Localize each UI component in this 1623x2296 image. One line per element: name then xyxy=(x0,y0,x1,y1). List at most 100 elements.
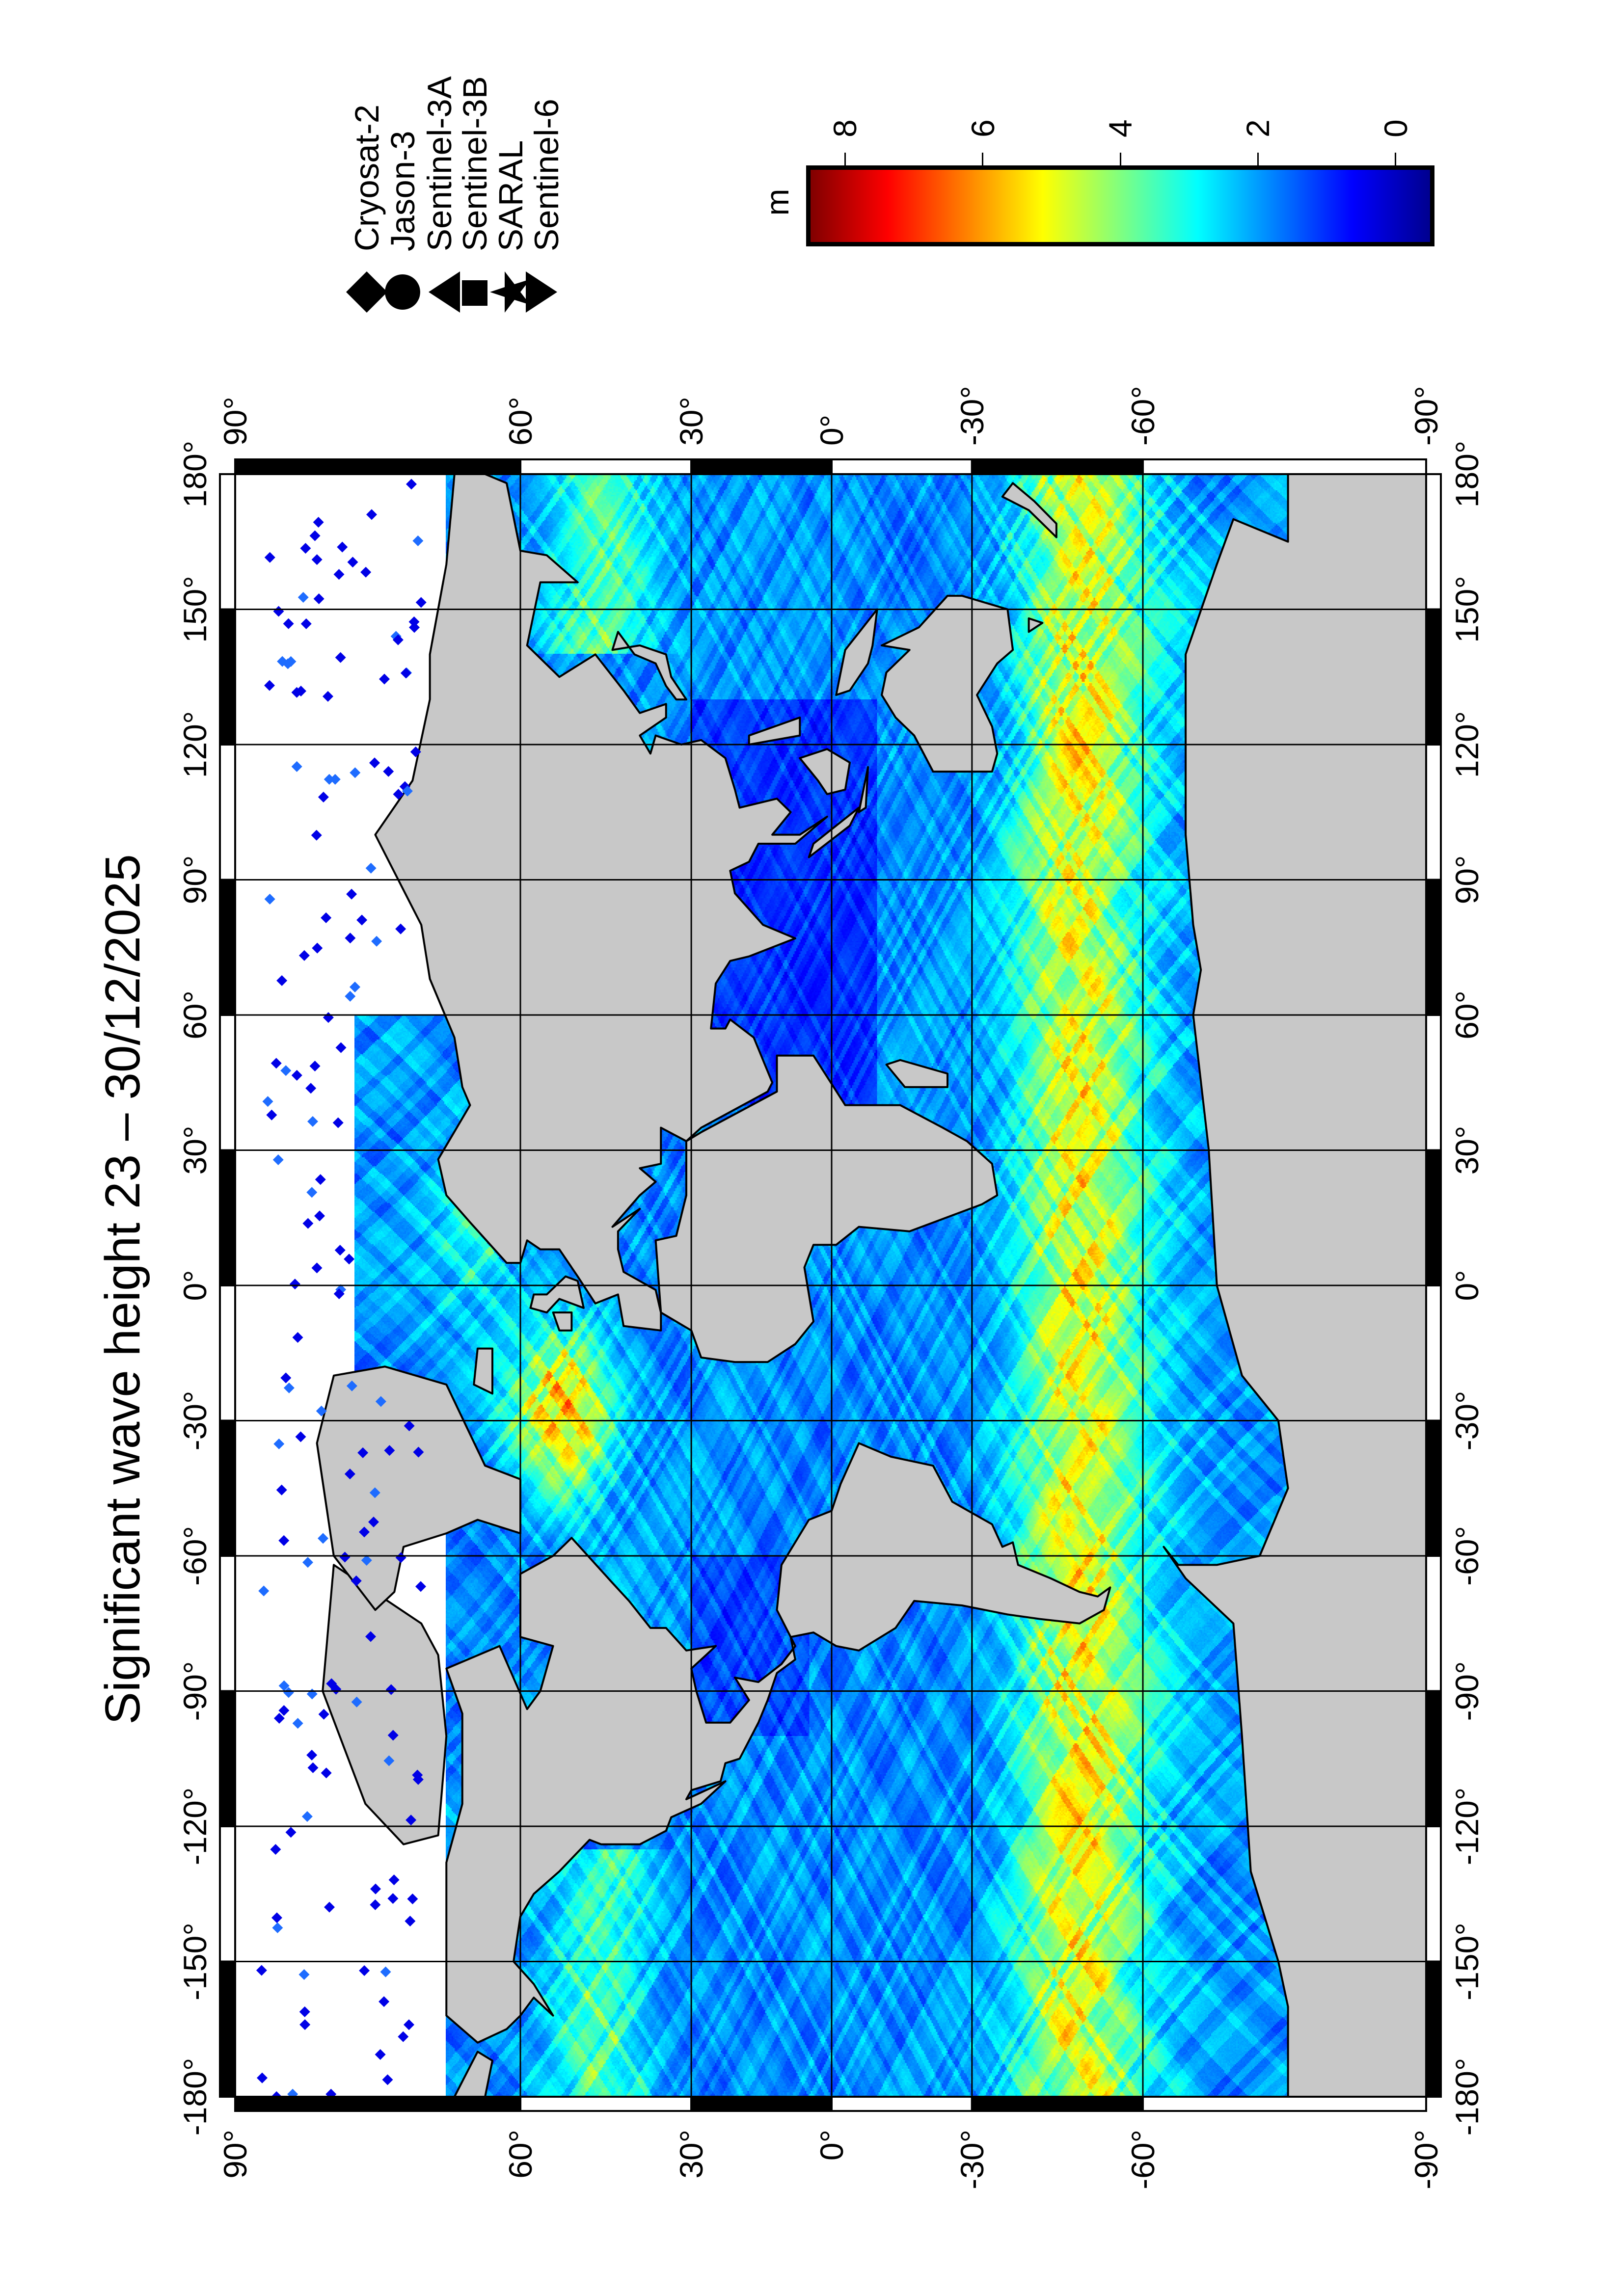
arctic-observation-point xyxy=(289,1279,300,1290)
arctic-observation-point xyxy=(326,1678,337,1689)
arctic-observation-point xyxy=(384,1445,395,1456)
arctic-observation-point xyxy=(359,1965,370,1976)
arctic-observation-point xyxy=(295,1431,306,1442)
arctic-observation-point xyxy=(283,618,294,629)
lon-label-bottom: 180° xyxy=(1449,440,1485,508)
arctic-observation-point xyxy=(415,597,427,608)
arctic-observation-point xyxy=(316,1405,327,1416)
frame-segment-bottom xyxy=(1425,1419,1442,1557)
lon-label-top: -90° xyxy=(177,1661,213,1721)
frame-segment-top xyxy=(219,1690,236,1827)
frame-segment-top xyxy=(219,1419,236,1557)
arctic-observation-point xyxy=(292,1332,303,1343)
frame-segment-bottom xyxy=(1425,608,1442,746)
arctic-observation-point xyxy=(283,1382,295,1393)
land-borneo xyxy=(799,748,851,795)
lat-label-left: -60° xyxy=(1124,2130,1161,2189)
arctic-observation-point xyxy=(332,1117,344,1128)
arctic-observation-point xyxy=(413,1446,424,1458)
arctic-observation-point xyxy=(280,1372,292,1384)
arctic-observation-point xyxy=(395,923,406,934)
lon-label-top: 0° xyxy=(177,1270,213,1301)
lon-label-bottom: -60° xyxy=(1449,1526,1485,1586)
arctic-observation-point xyxy=(318,792,329,803)
arctic-observation-point xyxy=(345,933,356,944)
lon-label-top: 60° xyxy=(177,990,213,1040)
land-java xyxy=(858,766,869,813)
star-icon xyxy=(490,271,531,313)
arctic-observation-point xyxy=(398,2031,409,2042)
arctic-observation-point xyxy=(287,2088,298,2097)
lat-label-left: -30° xyxy=(953,2130,990,2189)
lon-label-bottom: 90° xyxy=(1449,855,1485,905)
arctic-observation-point xyxy=(407,1893,418,1904)
arctic-observation-point xyxy=(285,656,297,667)
frame-segment-bottom xyxy=(1425,1284,1442,1422)
colorbar-tick-label: 6 xyxy=(964,119,1001,137)
arctic-observation-point xyxy=(266,1109,277,1121)
diamond-icon xyxy=(346,271,387,313)
arctic-observation-point xyxy=(415,1581,427,1592)
arctic-observation-point xyxy=(299,2006,310,2017)
frame-segment-right xyxy=(234,458,522,475)
arctic-observation-point xyxy=(371,935,382,947)
colorbar-tick-mark xyxy=(1257,153,1259,165)
frame-segment-bottom xyxy=(1425,879,1442,1016)
arctic-observation-point xyxy=(412,535,424,546)
frame-segment-bottom xyxy=(1425,1014,1442,1151)
frame-segment-bottom xyxy=(1425,1690,1442,1827)
arctic-observation-point xyxy=(305,1083,317,1094)
legend-label: Sentinel-3A xyxy=(421,76,459,251)
colorbar-tick-label: 4 xyxy=(1102,119,1138,137)
arctic-observation-point xyxy=(258,1585,270,1597)
land-north-america xyxy=(445,1537,796,2044)
arctic-observation-point xyxy=(335,1284,347,1295)
arctic-observation-point xyxy=(271,1912,282,1923)
land-tasmania xyxy=(1028,617,1044,633)
arctic-observation-point xyxy=(347,557,358,568)
arctic-observation-point xyxy=(277,656,288,667)
arctic-observation-point xyxy=(409,622,420,633)
frame-segment-bottom xyxy=(1425,1555,1442,1692)
legend-label: Sentinel-3B xyxy=(456,76,494,251)
lon-label-bottom: -120° xyxy=(1449,1787,1485,1866)
lon-label-bottom: -150° xyxy=(1449,1922,1485,2001)
frame-segment-left xyxy=(234,2096,522,2112)
lon-label-top: 90° xyxy=(177,855,213,905)
arctic-observation-point xyxy=(299,2019,311,2030)
frame-segment-right xyxy=(971,458,1144,475)
frame-segment-right xyxy=(1141,458,1427,475)
frame-segment-top xyxy=(219,1555,236,1692)
colorbar xyxy=(806,165,1434,246)
arctic-observation-point xyxy=(344,1468,355,1480)
arctic-observation-point xyxy=(280,1065,292,1076)
arctic-observation-point xyxy=(351,1575,362,1586)
arctic-observation-point xyxy=(345,990,356,1002)
arctic-observation-point xyxy=(311,1262,323,1274)
lon-label-top: -30° xyxy=(177,1390,213,1451)
arctic-observation-point xyxy=(302,1557,314,1568)
arctic-observation-point xyxy=(392,634,404,645)
frame-segment-top xyxy=(219,744,236,881)
arctic-observation-point xyxy=(291,761,302,772)
arctic-observation-point xyxy=(264,552,275,563)
lat-label-right: -30° xyxy=(953,386,990,446)
arctic-observation-point xyxy=(307,1116,319,1127)
frame-segment-bottom xyxy=(1425,1960,1442,2098)
arctic-observation-point xyxy=(399,781,410,792)
arctic-observation-point xyxy=(298,592,309,603)
arctic-observation-point xyxy=(382,2074,393,2085)
lat-label-right: 90° xyxy=(217,397,253,446)
arctic-observation-point xyxy=(278,1680,290,1691)
colorbar-tick-mark xyxy=(1395,153,1397,165)
arctic-observation-point xyxy=(324,1901,335,1913)
colorbar-unit: m xyxy=(759,188,795,216)
arctic-observation-point xyxy=(365,862,377,874)
colorbar-tick-label: 0 xyxy=(1377,119,1414,137)
legend-label: Jason-3 xyxy=(384,131,422,251)
lat-label-right: -60° xyxy=(1124,386,1161,446)
arctic-observation-point xyxy=(262,1096,273,1107)
lon-label-bottom: 120° xyxy=(1449,711,1485,778)
arctic-observation-point xyxy=(306,1187,318,1198)
